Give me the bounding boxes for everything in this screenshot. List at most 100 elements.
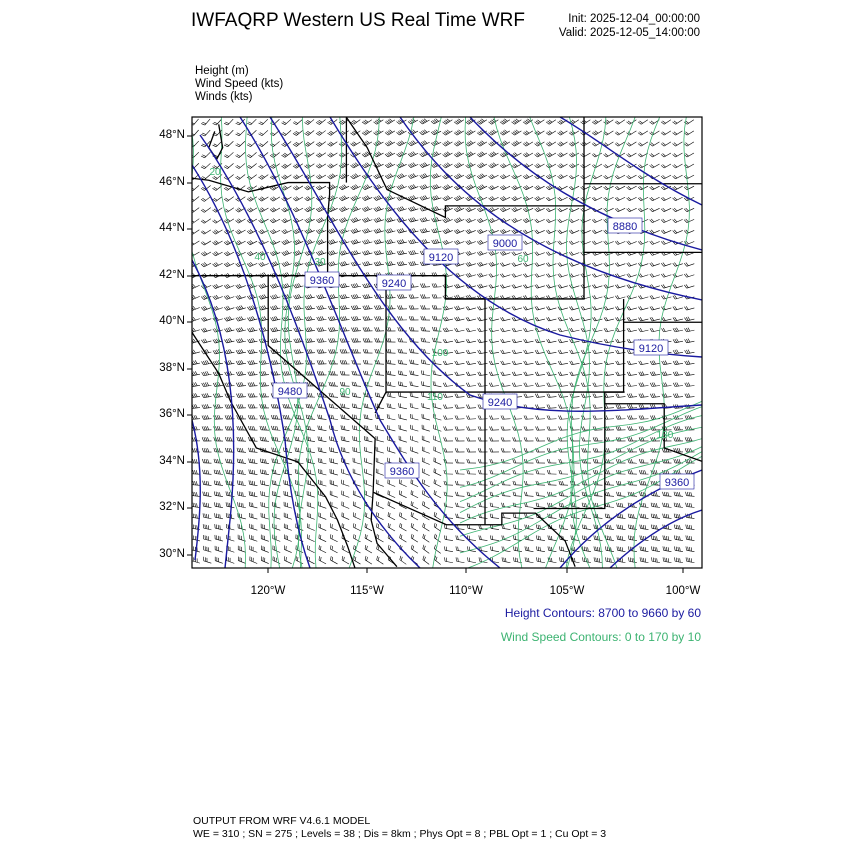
barb-feather	[350, 186, 354, 190]
barb-feather	[558, 404, 561, 409]
barb-feather	[443, 426, 446, 431]
barb-feather	[649, 241, 653, 245]
barb-feather	[488, 165, 492, 169]
barb-feather	[627, 131, 632, 135]
barb-feather	[545, 154, 550, 158]
barb-feather	[637, 121, 642, 125]
barb-feather	[387, 141, 392, 145]
barb-feather	[559, 415, 563, 420]
barb-feather	[397, 359, 400, 364]
barb-feather	[258, 220, 262, 224]
barb-feather	[674, 371, 678, 376]
barb-feather	[592, 306, 595, 311]
barb-feather	[228, 415, 231, 420]
barb-feather	[511, 273, 515, 278]
barb-feather	[651, 273, 655, 277]
wind-barb	[583, 141, 591, 147]
wind-barb	[491, 130, 499, 136]
barb-feather	[377, 239, 380, 244]
barb-feather	[237, 382, 241, 387]
barb-feather	[410, 316, 413, 321]
barb-feather	[320, 371, 323, 376]
barb-feather	[287, 349, 290, 353]
barb-feather	[306, 240, 310, 245]
barb-feather	[412, 162, 416, 166]
barb-feather	[476, 186, 481, 191]
barb-feather	[547, 295, 551, 299]
wind-barb	[203, 240, 212, 246]
barb-feather	[223, 198, 228, 202]
barb-feather	[570, 153, 574, 157]
barb-feather	[224, 382, 227, 387]
barb-feather	[627, 404, 630, 409]
barb-feather	[340, 414, 342, 419]
barb-feather	[433, 228, 436, 233]
barb-feather	[328, 164, 333, 168]
barb-feather	[559, 240, 563, 245]
barb-feather	[491, 174, 495, 178]
barb-feather	[523, 339, 526, 343]
barb-feather	[431, 218, 434, 223]
barb-feather	[200, 253, 205, 257]
wind-barb	[536, 407, 546, 409]
barb-feather	[389, 118, 393, 122]
barb-feather	[488, 175, 492, 180]
barb-feather	[319, 327, 323, 332]
barb-feather	[318, 349, 321, 354]
wind-barb	[525, 152, 534, 158]
wind-barb	[296, 130, 303, 136]
barb-feather	[419, 164, 423, 168]
barb-feather	[258, 122, 263, 126]
barb-feather	[308, 305, 311, 310]
barb-feather	[390, 250, 394, 254]
wind-barb	[204, 151, 211, 159]
barb-feather	[499, 154, 504, 158]
wind-barb	[319, 152, 326, 158]
barb-feather	[605, 317, 609, 321]
barb-feather	[396, 262, 400, 266]
barb-feather	[389, 195, 393, 199]
barb-feather	[328, 131, 333, 135]
barb-feather	[281, 154, 285, 158]
barb-feather	[320, 404, 323, 409]
wind-barb	[330, 130, 338, 136]
barb-feather	[366, 338, 369, 343]
barb-feather	[591, 186, 596, 191]
barb-feather	[409, 185, 413, 189]
wind-barb	[330, 241, 338, 245]
barb-feather	[308, 327, 311, 332]
barb-feather	[327, 154, 331, 158]
wind-barb	[479, 219, 488, 223]
wind-barb	[215, 140, 223, 148]
wind-barb	[514, 196, 522, 202]
barb-feather	[545, 121, 550, 125]
barb-feather	[593, 317, 597, 321]
barb-feather	[253, 426, 256, 431]
barb-feather	[315, 143, 320, 147]
wind-barb	[491, 152, 499, 158]
barb-feather	[534, 219, 538, 223]
barb-feather	[271, 153, 275, 157]
barb-feather	[410, 327, 413, 332]
barb-feather	[362, 338, 365, 343]
barb-feather	[237, 295, 241, 299]
barb-feather	[354, 283, 357, 288]
barb-feather	[511, 328, 515, 333]
wind-barb	[307, 119, 315, 125]
barb-feather	[454, 350, 457, 354]
barb-feather	[202, 121, 207, 124]
wind-barb	[664, 119, 671, 125]
barb-feather	[421, 294, 425, 299]
wind-barb	[398, 297, 408, 299]
barb-feather	[558, 186, 563, 190]
barb-feather	[524, 273, 528, 277]
barb-feather	[194, 360, 198, 364]
barb-feather	[318, 130, 323, 134]
barb-feather	[281, 241, 285, 245]
barb-feather	[366, 195, 370, 199]
barb-feather	[617, 349, 620, 354]
barb-feather	[249, 404, 252, 409]
barb-feather	[387, 338, 390, 343]
barb-feather	[627, 426, 630, 431]
